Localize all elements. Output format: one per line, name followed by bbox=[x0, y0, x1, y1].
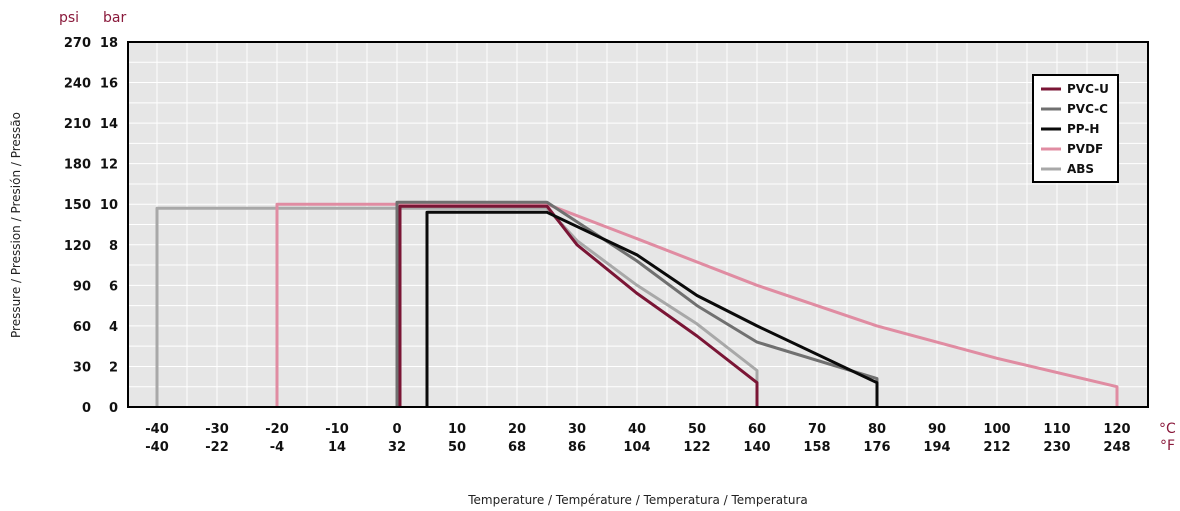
x-tick-label-fahrenheit: -4 bbox=[270, 440, 284, 455]
y-tick-label-psi: 0 bbox=[82, 401, 91, 416]
series-line-abs bbox=[155, 206, 759, 407]
y-tick-label-bar: 12 bbox=[100, 158, 118, 173]
legend-label-abs: ABS bbox=[1067, 162, 1094, 176]
y-tick-label-bar: 6 bbox=[109, 279, 118, 294]
x-tick-label-fahrenheit: -22 bbox=[205, 440, 229, 455]
x-tick-label-celsius: 10 bbox=[448, 422, 466, 437]
x-tick-label-celsius: 0 bbox=[392, 422, 401, 437]
x-tick-label-celsius: 30 bbox=[568, 422, 586, 437]
x-tick-label-fahrenheit: 140 bbox=[743, 440, 770, 455]
x-tick-label-celsius: 80 bbox=[868, 422, 886, 437]
x-tick-label-celsius: -40 bbox=[145, 422, 169, 437]
plot-frame bbox=[127, 41, 1149, 408]
x-tick-label-celsius: 20 bbox=[508, 422, 526, 437]
x-tick-label-fahrenheit: 212 bbox=[983, 440, 1010, 455]
y-tick-label-psi: 270 bbox=[64, 36, 91, 51]
x-tick-label-fahrenheit: 14 bbox=[328, 440, 346, 455]
legend-label-pp-h: PP-H bbox=[1067, 122, 1099, 136]
x-tick-label-fahrenheit: 122 bbox=[683, 440, 710, 455]
x-tick-label-celsius: -30 bbox=[205, 422, 229, 437]
x-tick-label-celsius: 40 bbox=[628, 422, 646, 437]
x-unit-secondary: °F bbox=[1160, 438, 1175, 454]
x-unit-primary: °C bbox=[1159, 421, 1176, 437]
legend-label-pvc-c: PVC-C bbox=[1067, 102, 1108, 116]
y-tick-label-bar: 14 bbox=[100, 117, 118, 132]
y-unit-secondary: psi bbox=[59, 10, 79, 26]
y-tick-label-psi: 180 bbox=[64, 158, 91, 173]
legend-label-pvdf: PVDF bbox=[1067, 142, 1103, 156]
x-tick-label-fahrenheit: 158 bbox=[803, 440, 830, 455]
y-tick-label-bar: 0 bbox=[109, 401, 118, 416]
legend-label-pvc-u: PVC-U bbox=[1067, 82, 1109, 96]
x-tick-label-celsius: 90 bbox=[928, 422, 946, 437]
x-tick-label-fahrenheit: 86 bbox=[568, 440, 586, 455]
y-axis-title: Pressure / Pression / Presión / Pressão bbox=[9, 112, 23, 338]
x-tick-label-fahrenheit: 230 bbox=[1043, 440, 1070, 455]
x-tick-label-celsius: 60 bbox=[748, 422, 766, 437]
x-tick-label-fahrenheit: 104 bbox=[623, 440, 650, 455]
y-tick-label-bar: 10 bbox=[100, 198, 118, 213]
y-unit-primary: bar bbox=[103, 10, 126, 26]
series-line-pvdf bbox=[275, 202, 1119, 407]
y-tick-label-bar: 8 bbox=[109, 239, 118, 254]
x-tick-label-celsius: -20 bbox=[265, 422, 289, 437]
y-tick-label-bar: 16 bbox=[100, 77, 118, 92]
y-tick-label-psi: 30 bbox=[73, 360, 91, 375]
y-tick-label-psi: 120 bbox=[64, 239, 91, 254]
y-tick-label-bar: 18 bbox=[100, 36, 118, 51]
y-tick-label-psi: 210 bbox=[64, 117, 91, 132]
x-tick-label-fahrenheit: 32 bbox=[388, 440, 406, 455]
x-tick-label-fahrenheit: 248 bbox=[1103, 440, 1130, 455]
x-axis-title: Temperature / Température / Temperatura … bbox=[467, 493, 808, 507]
x-tick-label-celsius: -10 bbox=[325, 422, 349, 437]
y-tick-label-psi: 150 bbox=[64, 198, 91, 213]
x-tick-label-fahrenheit: 50 bbox=[448, 440, 466, 455]
x-tick-label-fahrenheit: -40 bbox=[145, 440, 169, 455]
x-tick-label-fahrenheit: 176 bbox=[863, 440, 890, 455]
y-tick-label-psi: 240 bbox=[64, 77, 91, 92]
x-tick-label-celsius: 70 bbox=[808, 422, 826, 437]
x-tick-label-celsius: 50 bbox=[688, 422, 706, 437]
legend: PVC-U PVC-C PP-H PVDF ABS bbox=[1032, 74, 1119, 183]
x-tick-label-fahrenheit: 68 bbox=[508, 440, 526, 455]
series-line-pp-h bbox=[425, 210, 879, 407]
x-tick-label-celsius: 100 bbox=[983, 422, 1010, 437]
y-tick-label-psi: 90 bbox=[73, 279, 91, 294]
x-tick-label-fahrenheit: 194 bbox=[923, 440, 950, 455]
y-tick-label-bar: 4 bbox=[109, 320, 118, 335]
y-tick-label-bar: 2 bbox=[109, 360, 118, 375]
x-tick-label-celsius: 110 bbox=[1043, 422, 1070, 437]
y-tick-label-psi: 60 bbox=[73, 320, 91, 335]
x-tick-label-celsius: 120 bbox=[1103, 422, 1130, 437]
series-line-pvc-u bbox=[398, 204, 759, 407]
